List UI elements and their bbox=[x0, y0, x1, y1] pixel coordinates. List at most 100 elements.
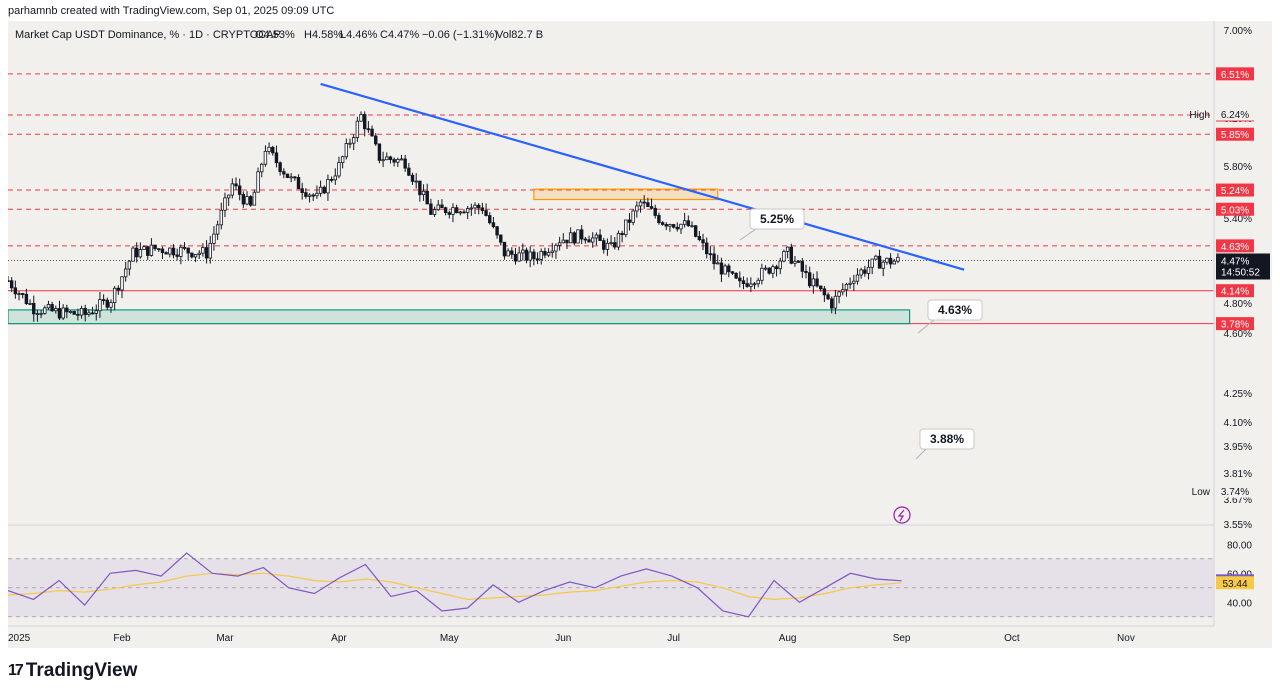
time-tick-label: Apr bbox=[331, 633, 347, 644]
level-price-badge bbox=[1216, 284, 1254, 298]
candle-body bbox=[587, 239, 591, 243]
candle-body bbox=[432, 209, 437, 215]
candle-body bbox=[149, 244, 154, 256]
candle-body bbox=[21, 293, 25, 295]
candle-body bbox=[157, 248, 161, 251]
candle-body bbox=[877, 255, 882, 269]
price-tick-label: 4.10% bbox=[1224, 418, 1252, 429]
candle-body bbox=[881, 261, 885, 269]
level-price-label: 5.24% bbox=[1221, 186, 1249, 197]
candle-body bbox=[65, 307, 69, 313]
candle-body bbox=[407, 167, 411, 176]
rsi-ma-line bbox=[7, 572, 902, 601]
candle-body bbox=[763, 267, 768, 270]
candle-body bbox=[568, 232, 573, 244]
candle-body bbox=[774, 266, 779, 270]
candle-body bbox=[727, 265, 731, 273]
candle-body bbox=[679, 223, 683, 230]
chart-area[interactable]: 5.25% 4.63% 3.88% 80.0060.0040.0054.7853.4… bbox=[6, 21, 1272, 648]
candle-body bbox=[98, 299, 102, 312]
candle-body bbox=[263, 150, 268, 165]
rsi-ma-label: 53.44 bbox=[1222, 579, 1247, 590]
candle-body bbox=[837, 291, 841, 297]
level-price-label: 4.63% bbox=[1221, 242, 1249, 253]
candle-body bbox=[583, 238, 588, 241]
callout-leader bbox=[739, 228, 757, 241]
candle-body bbox=[543, 250, 547, 256]
candle-body bbox=[793, 260, 797, 264]
candle-body bbox=[561, 239, 565, 244]
candle-body bbox=[153, 244, 157, 250]
candle-body bbox=[491, 222, 496, 228]
candle-body bbox=[245, 196, 249, 205]
candle-body bbox=[237, 185, 242, 195]
callout-leader bbox=[917, 319, 935, 334]
candle-body bbox=[6, 280, 10, 283]
candle-body bbox=[458, 211, 463, 214]
price-tick-label: 5.40% bbox=[1224, 214, 1252, 225]
tradingview-logo[interactable]: 17 TradingView bbox=[8, 660, 137, 682]
rsi-ma-badge bbox=[1216, 576, 1254, 590]
candle-body bbox=[811, 278, 816, 287]
candle-body bbox=[833, 295, 838, 309]
candle-body bbox=[410, 174, 415, 182]
candle-body bbox=[223, 197, 227, 211]
candle-body bbox=[13, 287, 18, 295]
candle-body bbox=[657, 215, 661, 224]
candle-body bbox=[72, 311, 76, 315]
candle-body bbox=[771, 266, 775, 274]
level-price-label: 5.85% bbox=[1221, 130, 1249, 141]
candle-body bbox=[201, 247, 205, 254]
candle-body bbox=[668, 224, 672, 227]
alert-icon[interactable] bbox=[893, 506, 911, 524]
candle-body bbox=[539, 250, 543, 260]
time-tick-label: Feb bbox=[113, 633, 131, 644]
candle-body bbox=[638, 201, 643, 207]
candle-body bbox=[565, 239, 569, 244]
candle-body bbox=[495, 226, 499, 236]
candle-body bbox=[782, 251, 786, 262]
candle-body bbox=[348, 142, 352, 145]
brand-name: TradingView bbox=[25, 660, 138, 681]
candle-body bbox=[693, 225, 698, 237]
price-chart[interactable]: 5.25% 4.63% 3.88% 80.0060.0040.0054.7853.4… bbox=[6, 21, 1272, 648]
candle-body bbox=[388, 156, 393, 160]
candle-body bbox=[193, 254, 198, 258]
candle-body bbox=[682, 220, 687, 225]
level-price-badge bbox=[1216, 317, 1254, 331]
price-tick-label: 3.81% bbox=[1224, 469, 1252, 480]
candle-body bbox=[738, 277, 742, 282]
candle-body bbox=[24, 293, 29, 305]
candle-body bbox=[138, 249, 143, 258]
candle-body bbox=[510, 250, 514, 255]
candle-body bbox=[499, 234, 503, 243]
rsi-tick-label: 80.00 bbox=[1227, 540, 1252, 551]
candle-body bbox=[300, 188, 304, 193]
candle-body bbox=[462, 211, 466, 214]
candle-body bbox=[848, 282, 852, 285]
candle-body bbox=[451, 207, 455, 215]
candle-body bbox=[535, 258, 540, 261]
level-price-label: 4.14% bbox=[1221, 287, 1249, 298]
candle-body bbox=[778, 260, 782, 270]
time-tick-label: Sep bbox=[893, 633, 911, 644]
candle-body bbox=[260, 163, 264, 173]
candle-body bbox=[101, 299, 106, 301]
candle-body bbox=[271, 146, 275, 154]
zones bbox=[7, 188, 911, 325]
candle-body bbox=[701, 239, 705, 244]
candle-body bbox=[197, 252, 201, 255]
price-tick-label: 7.00% bbox=[1224, 26, 1252, 37]
candle-body bbox=[374, 135, 378, 145]
candle-body bbox=[182, 246, 187, 249]
candle-body bbox=[337, 162, 341, 177]
candle-body bbox=[513, 253, 518, 262]
candle-body bbox=[855, 274, 860, 282]
candle-body bbox=[745, 283, 749, 287]
level-price-label: 3.78% bbox=[1221, 320, 1249, 331]
candle-body bbox=[322, 186, 326, 194]
candle-body bbox=[359, 114, 363, 122]
candle-body bbox=[635, 205, 639, 212]
candle-body bbox=[649, 206, 654, 209]
